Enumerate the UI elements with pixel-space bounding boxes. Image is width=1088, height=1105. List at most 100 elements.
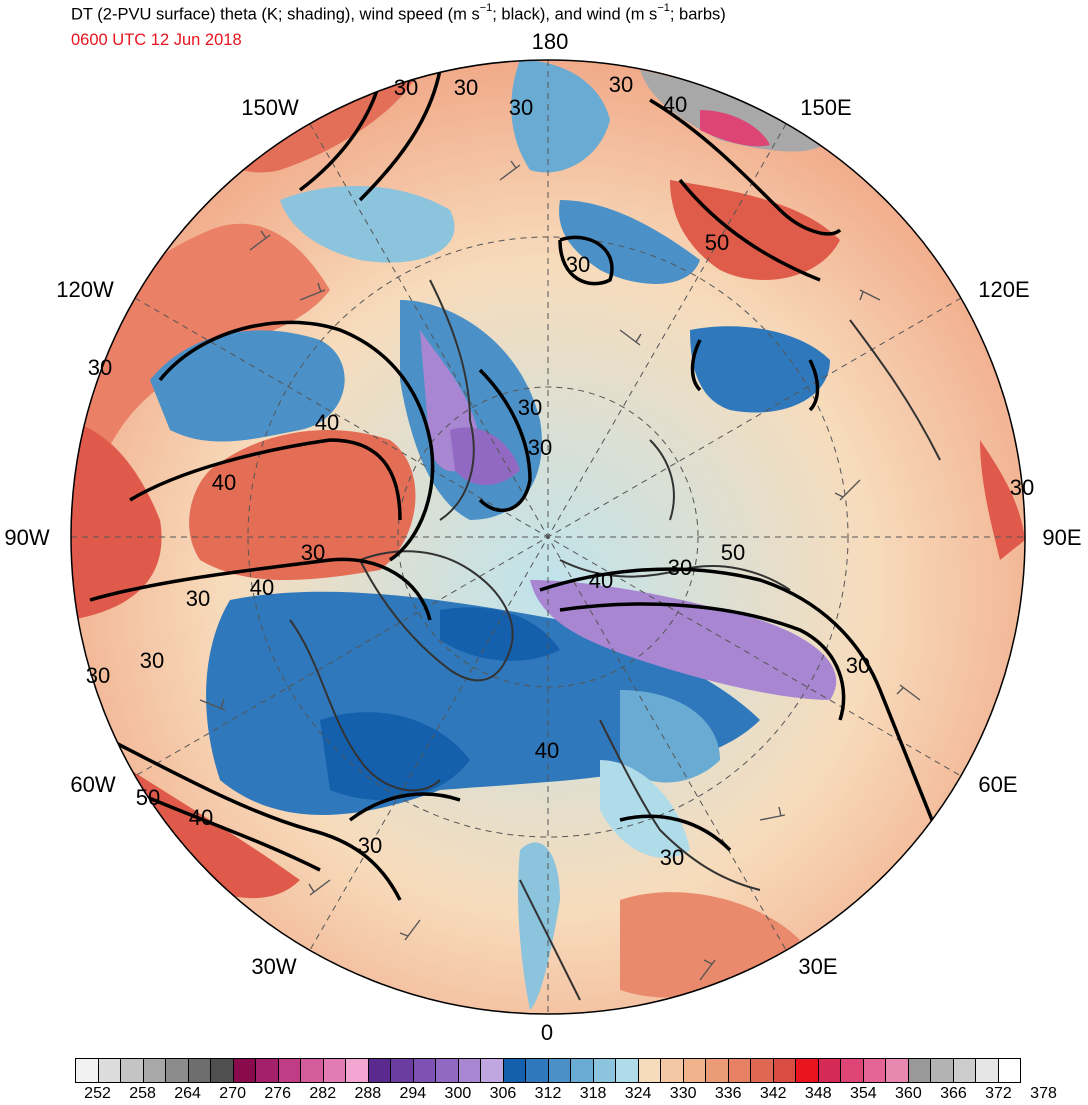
contour-label: 30 <box>454 75 478 100</box>
contour-label: 40 <box>535 738 559 763</box>
colorbar-swatch <box>638 1059 661 1082</box>
colorbar-swatch <box>458 1059 481 1082</box>
contour-label: 40 <box>589 568 613 593</box>
colorbar-swatch <box>211 1059 234 1082</box>
contour-label: 40 <box>250 575 274 600</box>
contour-label: 40 <box>189 805 213 830</box>
contour-label-group: 30 30 30 30 40 50 30 30 30 40 30 40 30 3… <box>86 72 1034 870</box>
colorbar-tick-label: 354 <box>849 1085 877 1102</box>
colorbar-tick-label: 312 <box>534 1085 562 1102</box>
contour-label: 30 <box>609 72 633 97</box>
lon-label-120w: 120W <box>56 277 114 302</box>
contour-label: 30 <box>566 252 590 277</box>
contour-label: 50 <box>136 785 160 810</box>
lon-label-150e: 150E <box>800 95 852 120</box>
colorbar-tick-label: 372 <box>985 1085 1012 1102</box>
contour-label: 30 <box>660 845 684 870</box>
colorbar-swatch <box>143 1059 166 1082</box>
theta-shading <box>71 60 1025 1014</box>
map-boundary <box>70 59 1026 1015</box>
colorbar-tick-label: 336 <box>714 1085 742 1102</box>
contour-label: 30 <box>394 75 418 100</box>
colorbar-swatch <box>953 1059 976 1082</box>
chart-title: DT (2-PVU surface) theta (K; shading), w… <box>71 2 726 25</box>
colorbar-swatch <box>841 1059 864 1082</box>
title-text-3: ; barbs) <box>669 5 726 24</box>
colorbar-tick-label: 300 <box>444 1085 472 1102</box>
title-text-2: ; black), and wind (m s <box>492 5 658 24</box>
colorbar-swatch <box>413 1059 436 1082</box>
colorbar-swatch <box>503 1059 526 1082</box>
colorbar-tick-label: 282 <box>309 1085 337 1102</box>
lon-label-180: 180 <box>531 29 569 54</box>
colorbar-swatch <box>166 1059 189 1082</box>
wind-barbs <box>199 160 921 981</box>
title-exponent-1: −1 <box>479 2 493 14</box>
colorbar-swatch <box>301 1059 324 1082</box>
contour-label: 30 <box>358 833 382 858</box>
colorbar-swatch <box>346 1059 369 1082</box>
contour-label: 50 <box>721 540 745 565</box>
colorbar-swatch <box>571 1059 594 1082</box>
colorbar-tick-label: 360 <box>895 1085 922 1102</box>
colorbar-swatch <box>908 1059 931 1082</box>
colorbar-swatch <box>76 1059 99 1082</box>
colorbar-tick-label: 276 <box>264 1085 292 1102</box>
colorbar-swatch <box>818 1059 841 1082</box>
graticule <box>71 60 1025 1014</box>
contour-label: 40 <box>212 470 236 495</box>
colorbar-swatch <box>323 1059 346 1082</box>
colorbar-tick-label: 342 <box>759 1085 787 1102</box>
colorbar-swatch <box>548 1059 571 1082</box>
contour-label: 30 <box>509 95 533 120</box>
lon-label-30e: 30E <box>798 954 838 979</box>
colorbar-swatch <box>593 1059 616 1082</box>
colorbar-tick-label: 252 <box>84 1085 111 1102</box>
contour-label: 30 <box>1010 475 1034 500</box>
contour-label: 30 <box>528 435 552 460</box>
colorbar-tick-label: 330 <box>669 1085 697 1102</box>
contour-label: 30 <box>668 555 692 580</box>
colorbar-swatch <box>751 1059 774 1082</box>
lon-label-60w: 60W <box>70 772 116 797</box>
contour-label: 30 <box>301 540 325 565</box>
lon-label-150w: 150W <box>241 95 299 120</box>
colorbar-ticks: 252 258 264 270 276 282 288 294 300 306 312 318 324 3… <box>75 1085 1057 1105</box>
colorbar-tick-label: 378 <box>1030 1085 1057 1102</box>
colorbar-tick-label: 348 <box>804 1085 832 1102</box>
contour-label: 30 <box>86 663 110 688</box>
colorbar-swatch <box>886 1059 909 1082</box>
colorbar-tick-label: 324 <box>624 1085 652 1102</box>
contour-label: 50 <box>705 230 729 255</box>
colorbar-swatch <box>796 1059 819 1082</box>
colorbar-swatch <box>188 1059 211 1082</box>
colorbar-swatch <box>278 1059 301 1082</box>
colorbar-swatch <box>256 1059 279 1082</box>
colorbar-tick-label: 294 <box>399 1085 427 1102</box>
colorbar-swatch <box>976 1059 999 1082</box>
valid-time: 0600 UTC 12 Jun 2018 <box>71 31 242 49</box>
lon-label-30w: 30W <box>251 954 297 979</box>
colorbar-swatch <box>616 1059 639 1082</box>
colorbar-swatch <box>998 1059 1020 1082</box>
colorbar-swatch <box>436 1059 459 1082</box>
colorbar-tick-label: 306 <box>489 1085 517 1102</box>
colorbar-swatch <box>391 1059 414 1082</box>
colorbar-swatch <box>526 1059 549 1082</box>
colorbar-tick-label: 288 <box>354 1085 382 1102</box>
colorbar-tick-label: 264 <box>174 1085 201 1102</box>
colorbar-swatch <box>481 1059 504 1082</box>
contour-label: 40 <box>663 92 687 117</box>
contour-label: 30 <box>88 355 112 380</box>
lon-label-0: 0 <box>540 1020 554 1045</box>
title-exponent-2: −1 <box>657 2 670 14</box>
colorbar-tick-label: 366 <box>940 1085 967 1102</box>
lon-label-90e: 90E <box>1042 525 1082 550</box>
lon-label-120e: 120E <box>978 277 1030 302</box>
colorbar-swatch <box>706 1059 729 1082</box>
colorbar-swatch <box>728 1059 751 1082</box>
lon-label-90w: 90W <box>4 525 50 550</box>
colorbar-swatch <box>661 1059 684 1082</box>
colorbar <box>75 1058 1021 1083</box>
contour-label: 30 <box>140 648 164 673</box>
